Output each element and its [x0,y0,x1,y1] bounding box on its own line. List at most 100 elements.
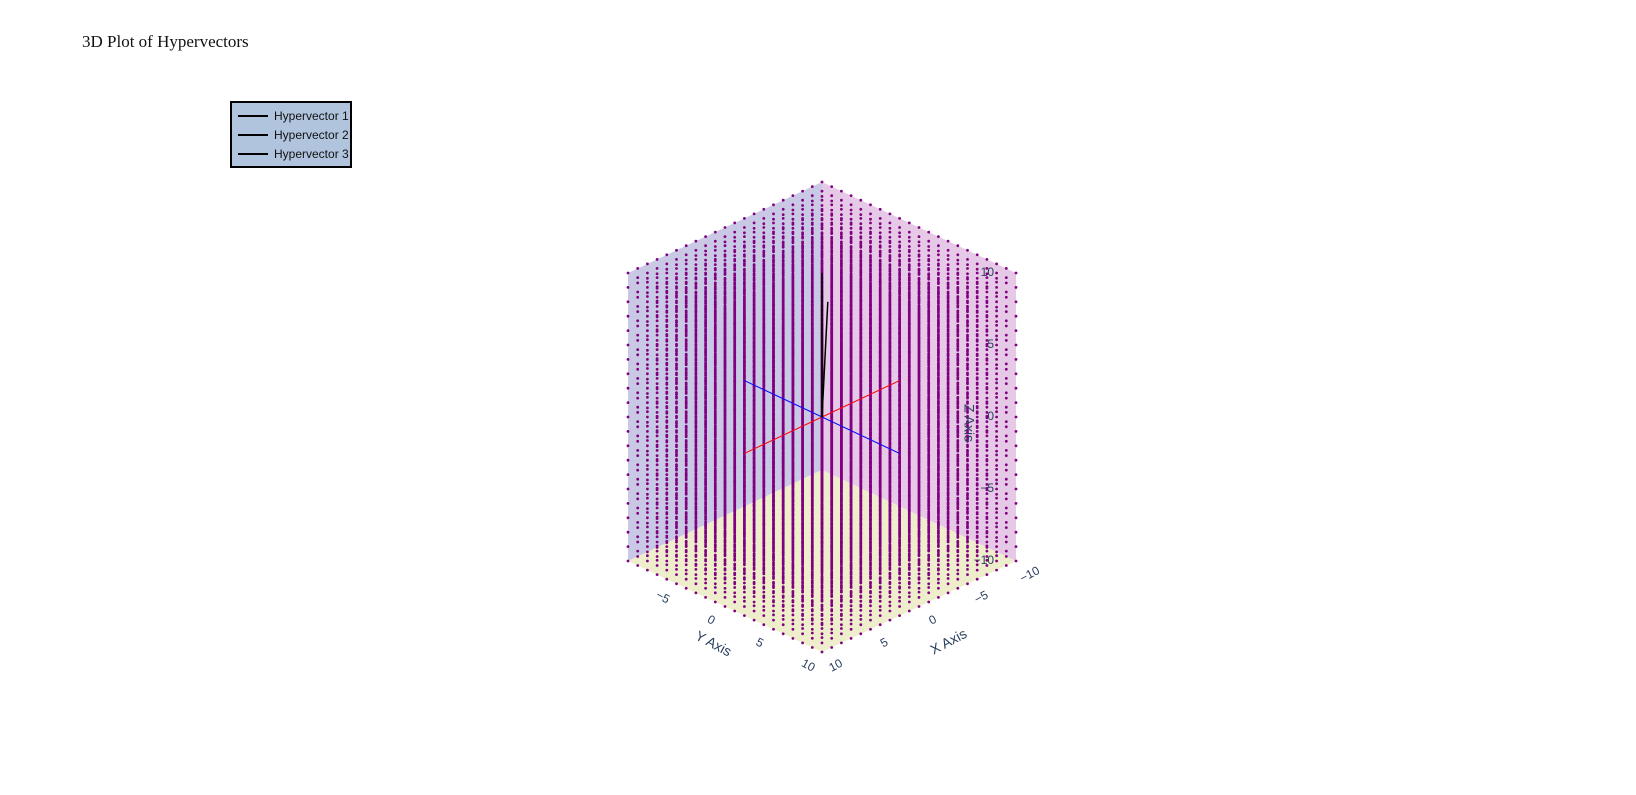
grid-point [743,271,746,275]
grid-point [975,530,979,534]
grid-point [966,535,969,539]
grid-point [743,267,746,271]
grid-point [655,411,659,414]
grid-point [1014,300,1018,304]
grid-point [966,376,969,380]
grid-point [869,245,872,248]
grid-point [733,257,737,261]
grid-point [646,420,649,424]
grid-point [820,222,824,226]
grid-point [966,333,969,337]
grid-point [733,281,737,285]
grid-point [840,204,843,207]
grid-point [985,324,989,328]
grid-point [840,213,843,217]
grid-point [869,258,872,261]
grid-point [995,435,998,439]
grid-point [1014,271,1018,275]
grid-point [927,248,931,252]
grid-point [781,258,785,262]
grid-point [966,549,969,553]
grid-point [927,245,931,248]
grid-point [985,483,989,486]
grid-point [975,372,979,376]
grid-point [665,530,669,534]
grid-point [1014,329,1018,332]
grid-point [694,267,698,270]
grid-point [772,226,775,230]
grid-point [772,263,775,266]
grid-point [1014,444,1018,448]
grid-point [985,405,989,409]
legend-item-3[interactable]: Hypervector 3 [232,144,350,163]
grid-point [781,271,785,275]
grid-point [752,267,756,270]
grid-point [723,271,727,275]
grid-point [1004,506,1008,510]
grid-point [723,244,727,248]
grid-point [995,305,998,309]
grid-point [801,262,804,266]
grid-point [646,435,649,439]
grid-point [684,244,688,248]
grid-point [772,217,775,221]
grid-point [684,271,688,275]
grid-point [791,194,795,198]
grid-point [966,276,969,279]
grid-point [704,267,707,271]
grid-point [1004,324,1008,328]
grid-point [762,207,766,211]
grid-point [966,362,969,366]
grid-point [995,401,998,404]
grid-point [820,235,824,239]
grid-point [888,254,892,257]
grid-point [636,483,640,486]
grid-point [1004,333,1008,337]
grid-point [665,276,669,280]
grid-point [966,267,969,270]
grid-point [907,235,911,239]
grid-point [655,281,659,285]
grid-point [907,290,911,294]
grid-point [665,267,669,271]
grid-point [655,267,659,270]
grid-point [636,382,640,385]
grid-point [859,213,863,217]
grid-point [849,194,853,198]
grid-point [869,254,872,257]
grid-point [704,262,707,266]
grid-point [917,249,921,253]
grid-point [636,555,640,558]
legend: Hypervector 1 Hypervector 2 Hypervector … [230,101,352,168]
grid-point [995,473,998,476]
grid-point [1014,502,1018,505]
grid-point [733,272,737,276]
grid-point [704,244,707,248]
grid-point [646,473,649,476]
grid-point [917,244,921,248]
grid-point [1004,411,1008,414]
legend-item-1[interactable]: Hypervector 1 [232,106,350,125]
grid-point [927,267,931,270]
grid-point [772,248,775,252]
grid-point [946,248,950,252]
grid-point [888,281,892,285]
grid-point [878,253,882,257]
grid-point [772,254,775,257]
grid-point [665,516,669,520]
grid-point [985,377,989,380]
grid-point [840,258,843,262]
grid-point [626,372,630,376]
grid-point [772,203,775,207]
grid-point [820,213,824,217]
grid-point [985,511,989,515]
grid-point [995,392,998,395]
grid-point [752,272,756,276]
legend-item-2[interactable]: Hypervector 2 [232,125,350,144]
grid-point [684,267,688,271]
grid-point [801,244,804,248]
grid-point [665,473,669,476]
grid-point [966,477,969,481]
grid-point [675,258,678,261]
